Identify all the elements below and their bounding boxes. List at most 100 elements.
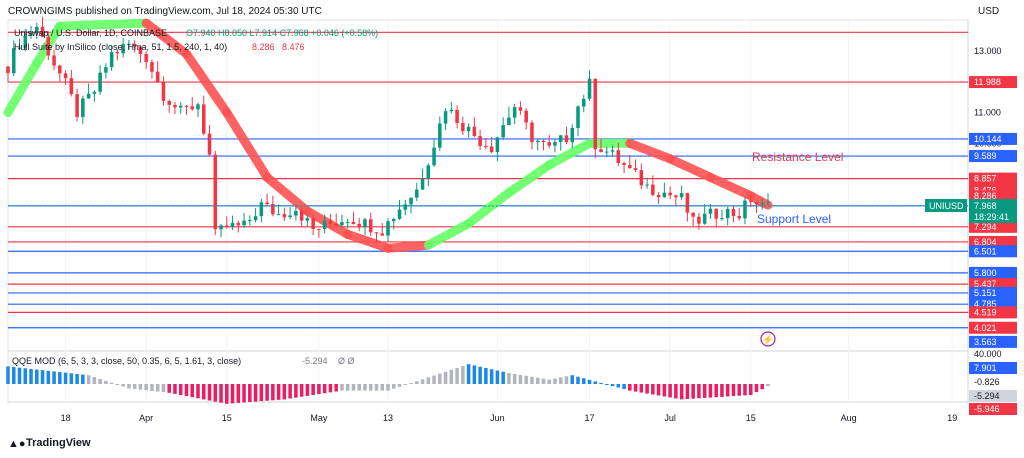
candle-body xyxy=(184,105,189,107)
lightning-glyph: ⚡ xyxy=(762,333,774,346)
qqe-histogram-bar xyxy=(754,384,759,393)
qqe-histogram-bar xyxy=(201,384,206,400)
candle-body xyxy=(662,192,667,198)
qqe-histogram-bar xyxy=(593,381,598,384)
qqe-histogram-bar xyxy=(610,384,615,386)
qqe-histogram-bar xyxy=(743,384,747,396)
price-chart[interactable]: 18 Apr 15 May 13 Jun 17 Jul 15 Aug 19 13.000 11.000 1… xyxy=(0,0,1024,432)
candle-body xyxy=(23,35,28,48)
qqe-axis-label-box xyxy=(969,362,1017,374)
candle-body xyxy=(461,123,465,132)
candle-body xyxy=(553,141,557,146)
candle-body xyxy=(150,62,154,72)
qqe-axis-label: -0.826 xyxy=(974,377,1000,387)
qqe-histogram-bar xyxy=(443,371,448,384)
candle-body xyxy=(725,209,730,219)
indicator-legend[interactable]: Hull Suite by InSilico (close, Hma, 51, … xyxy=(14,42,227,52)
candle-body xyxy=(46,36,51,56)
candle-body xyxy=(328,220,333,224)
qqe-histogram-bar xyxy=(242,384,246,403)
candle-body xyxy=(213,154,218,230)
time-tick-label: 13 xyxy=(383,413,393,423)
candle-body xyxy=(599,149,603,153)
qqe-axis-label: 7.901 xyxy=(974,363,997,373)
candle-body xyxy=(495,137,500,153)
qqe-histogram-bar xyxy=(674,384,678,399)
qqe-histogram-bar xyxy=(380,384,385,391)
hull-band-segment xyxy=(464,188,514,229)
qqe-histogram-bar xyxy=(196,384,200,399)
qqe-histogram-bar xyxy=(501,371,505,384)
current-price-value: 7.968 xyxy=(974,201,997,211)
qqe-histogram-bar xyxy=(662,384,667,397)
candle-body xyxy=(104,67,108,73)
hull-band-segment xyxy=(383,240,433,253)
qqe-histogram-bar xyxy=(587,379,592,384)
candle-body xyxy=(691,212,695,217)
qqe-histogram-bar xyxy=(40,370,45,384)
candle-body xyxy=(242,220,246,226)
candle-body xyxy=(86,93,91,99)
qqe-histogram-bar xyxy=(403,384,408,385)
price-tick-label: 11.000 xyxy=(974,108,1001,118)
candle-body xyxy=(535,140,540,143)
candle-body xyxy=(299,210,304,221)
time-tick-label: 15 xyxy=(746,413,756,423)
qqe-histogram-bar xyxy=(714,384,718,398)
qqe-histogram-bar xyxy=(415,381,419,384)
qqe-histogram-bar xyxy=(616,384,621,388)
qqe-histogram-bar xyxy=(570,375,575,384)
candle-body xyxy=(587,78,592,99)
qqe-histogram-bar xyxy=(317,384,321,395)
hull-band-segment xyxy=(3,58,42,118)
candle-body xyxy=(731,209,736,216)
qqe-histogram-bar xyxy=(138,384,143,390)
qqe-histogram-bar xyxy=(489,369,494,384)
qqe-symbols: Ø Ø xyxy=(338,356,355,366)
price-label-box xyxy=(969,76,1017,89)
candle-body xyxy=(178,105,183,108)
qqe-legend[interactable]: QQE MOD (6, 5, 3, 3, close, 50, 0.35, 6,… xyxy=(12,356,241,366)
candle-body xyxy=(109,51,114,68)
qqe-histogram-bar xyxy=(449,369,454,384)
qqe-histogram-bar xyxy=(161,384,166,393)
time-tick-label: Jun xyxy=(490,413,505,423)
price-label-box xyxy=(969,306,1017,319)
qqe-histogram-bar xyxy=(466,364,471,384)
qqe-histogram-bar xyxy=(322,384,327,394)
hull-band-segment xyxy=(625,138,675,164)
candle-body xyxy=(363,219,367,228)
candle-body xyxy=(127,43,131,45)
qqe-histogram-bar xyxy=(351,384,356,391)
qqe-axis-label-box xyxy=(969,390,1017,402)
qqe-histogram-bar xyxy=(86,375,91,384)
lightning-alert-icon[interactable] xyxy=(760,331,776,347)
tradingview-logo-icon[interactable]: ▲● xyxy=(8,438,26,450)
qqe-histogram-bar xyxy=(553,378,557,384)
ohlc-values: O7.940 H8.050 L7.914 C7.968 +0.046 (+0.5… xyxy=(186,28,378,38)
candle-body xyxy=(340,222,344,226)
candle-body xyxy=(455,109,459,124)
candle-body xyxy=(58,65,62,74)
qqe-histogram-bar xyxy=(530,376,534,384)
candle-body xyxy=(282,214,287,218)
symbol-legend[interactable]: Uniswap / U.S. Dollar, 1D, COINBASE xyxy=(14,28,167,38)
candle-body xyxy=(702,213,707,224)
candle-body xyxy=(472,126,477,137)
candle-body xyxy=(334,223,338,226)
candle-body xyxy=(368,219,373,233)
qqe-histogram-bar xyxy=(599,382,603,384)
candle-body xyxy=(449,109,454,112)
candle-body xyxy=(63,73,68,79)
current-price-box xyxy=(969,199,1017,224)
candle-body xyxy=(639,170,644,186)
qqe-histogram-bar xyxy=(386,384,390,391)
candle-body xyxy=(478,136,482,146)
candle-body xyxy=(760,203,765,205)
qqe-histogram-bar xyxy=(558,377,563,384)
qqe-histogram-bar xyxy=(535,377,540,384)
candle-body xyxy=(311,218,315,229)
qqe-histogram-bar xyxy=(259,384,264,402)
ticker-symbol-box xyxy=(925,199,967,213)
tradingview-brand[interactable]: TradingView xyxy=(26,437,91,449)
